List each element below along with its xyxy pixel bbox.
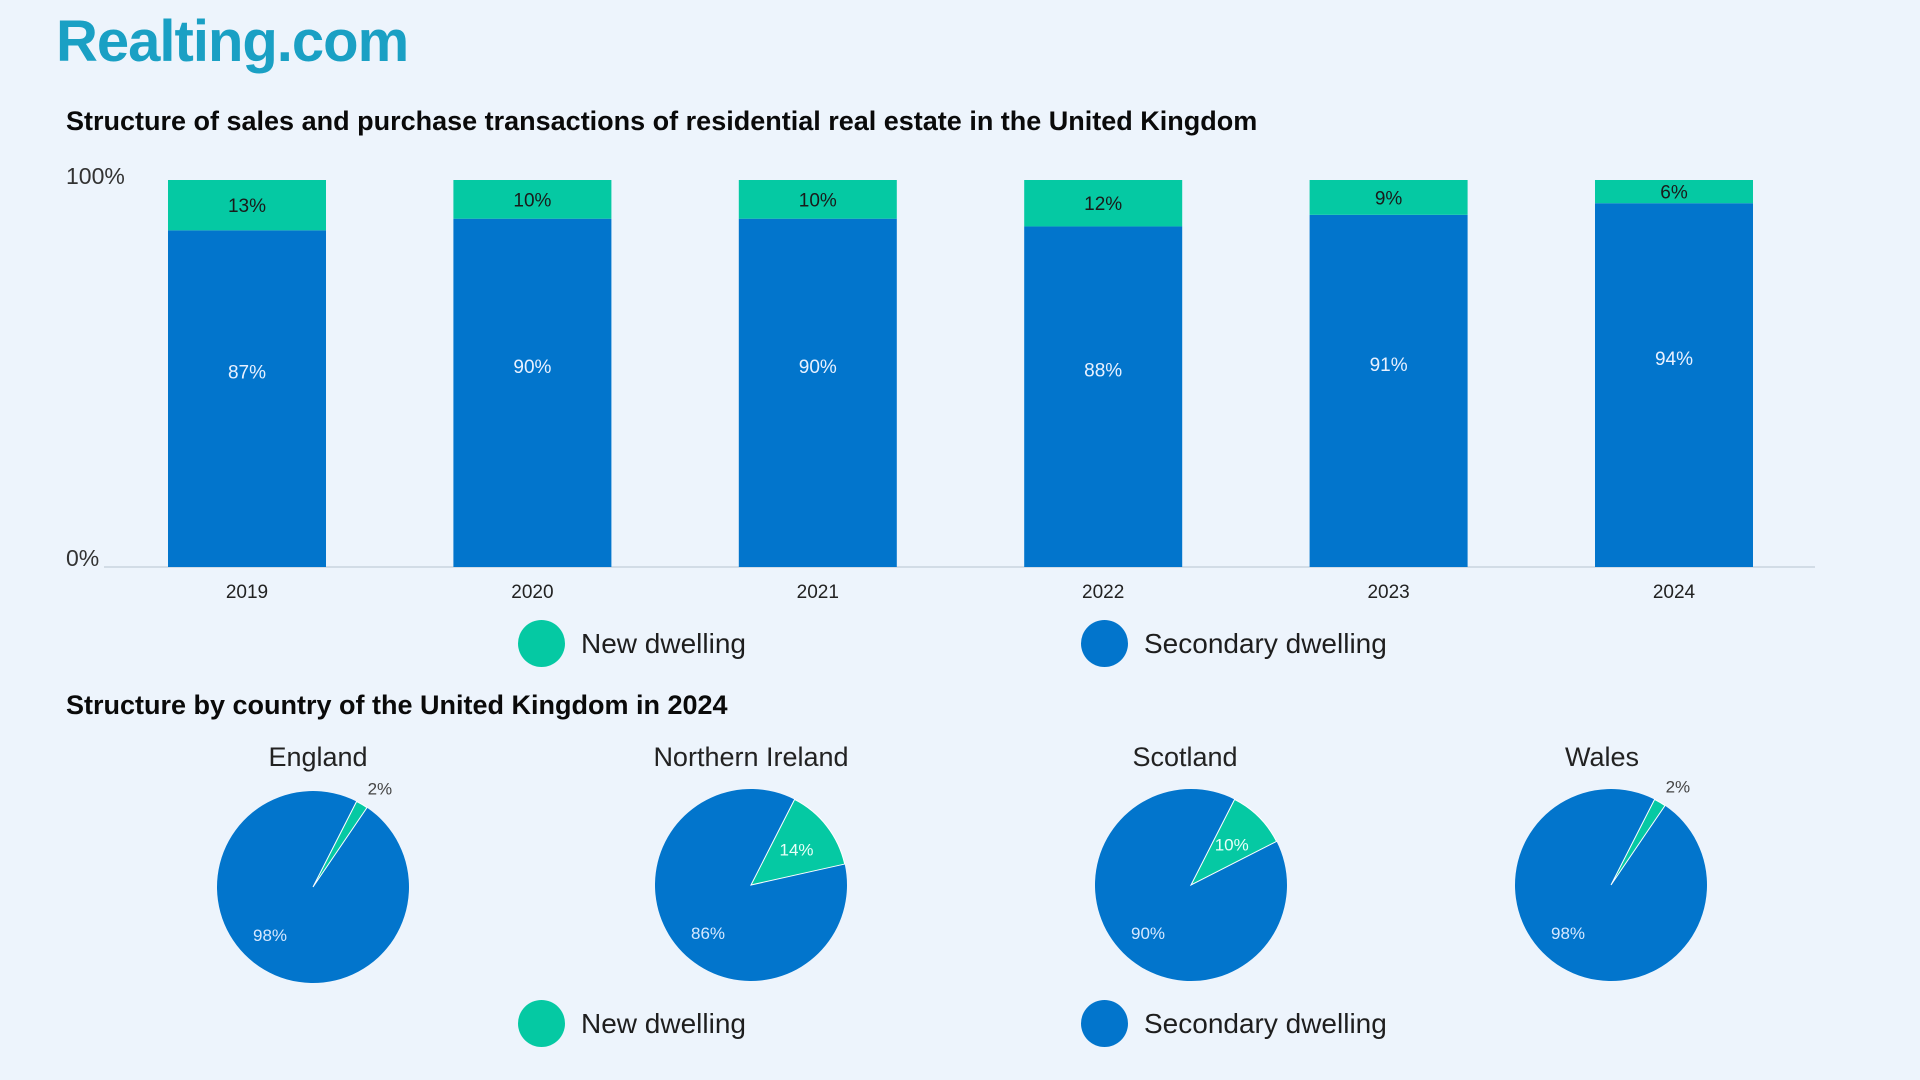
data-label-new: 6% [1660,183,1688,204]
x-tick-label: 2019 [226,582,268,603]
data-label-secondary: 90% [799,357,837,378]
pie-label-secondary: 90% [1131,924,1165,943]
bar-legend-new: New dwelling [518,620,746,667]
secondary-dwelling-legend-swatch [1081,620,1128,667]
bar-new-2023 [1309,180,1468,215]
pie-label-secondary: 98% [253,926,287,945]
stacked-bar-chart: 100% 0% 87% 13% 2019 90% 10% 2020 90% 10% 2021 88% 1… [66,163,1815,603]
pie-title-wales: Wales [1565,742,1639,772]
pie-slice-new [312,800,368,888]
data-label-secondary: 91% [1370,355,1408,376]
pie-title-england: England [268,742,367,772]
data-label-new: 10% [799,190,837,211]
pie-slice-new [1189,798,1278,887]
pie-slice-new [1610,798,1666,886]
pie-label-new: 2% [1666,777,1691,796]
bar-secondary-2024 [1595,203,1753,567]
data-label-new: 13% [228,196,266,217]
bar-new-2020 [453,180,612,219]
bar-secondary-2022 [1024,226,1183,567]
bar-legend-secondary: Secondary dwelling [1081,620,1387,667]
data-label-secondary: 87% [228,363,266,384]
bar-legend-secondary-label: Secondary dwelling [1144,627,1387,659]
x-tick-label: 2022 [1082,582,1124,603]
pie-label-new: 14% [779,841,813,860]
data-label-secondary: 88% [1084,361,1122,382]
brand-logo: Realting.com [56,9,409,74]
bar-secondary-2020 [453,218,612,567]
y-tick-label: 0% [66,545,99,571]
pie-label-secondary: 86% [691,924,725,943]
pie-title-northern-ireland: Northern Ireland [653,742,848,772]
x-tick-label: 2023 [1367,582,1409,603]
data-label-new: 9% [1375,188,1403,209]
x-tick-label: 2024 [1653,582,1696,603]
data-label-secondary: 94% [1655,349,1693,370]
bar-new-2024 [1595,180,1753,204]
pie-legend-new-label: New dwelling [581,1007,746,1039]
x-tick-label: 2021 [797,582,839,603]
bar-chart-title: Structure of sales and purchase transact… [66,106,1258,136]
pie-slice-new [750,798,846,886]
bar-legend-new-label: New dwelling [581,627,746,659]
pie-legend-new: New dwelling [518,1000,746,1047]
new-dwelling-legend-swatch [518,1000,565,1047]
bar-secondary-2023 [1309,214,1468,567]
data-label-new: 12% [1084,194,1122,215]
y-tick-label: 100% [66,163,125,189]
pie-label-secondary: 98% [1551,924,1585,943]
pie-chart-title: Structure by country of the United Kingd… [66,690,728,720]
bar-new-2021 [738,180,897,219]
secondary-dwelling-legend-swatch [1081,1000,1128,1047]
bar-new-2019 [168,180,326,231]
pie-title-scotland: Scotland [1132,742,1237,772]
data-label-secondary: 90% [513,357,551,378]
new-dwelling-legend-swatch [518,620,565,667]
data-label-new: 10% [513,190,551,211]
bar-secondary-2019 [168,230,326,567]
bar-new-2022 [1024,180,1183,227]
pie-legend-secondary: Secondary dwelling [1081,1000,1387,1047]
pie-legend-secondary-label: Secondary dwelling [1144,1007,1387,1039]
bar-secondary-2021 [738,218,897,567]
pie-label-new: 2% [368,779,393,798]
pie-label-new: 10% [1215,835,1249,854]
x-tick-label: 2020 [511,582,553,603]
